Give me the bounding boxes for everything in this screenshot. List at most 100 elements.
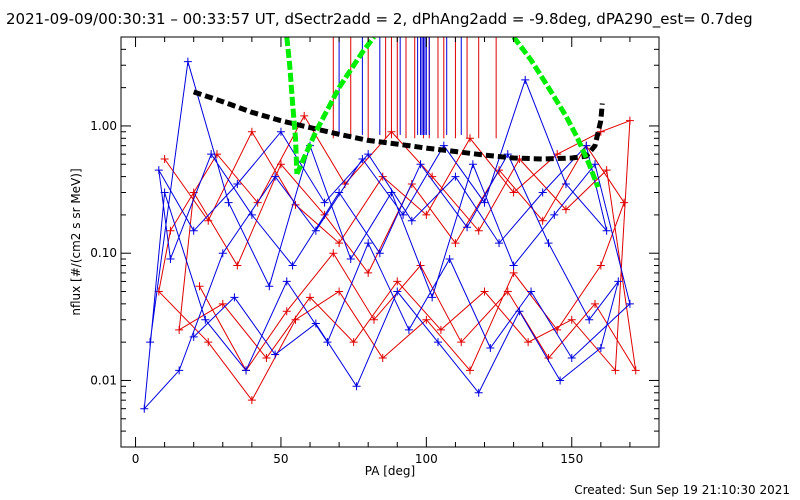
- red-plus-marker: [422, 315, 431, 324]
- blue-plus-marker: [271, 350, 280, 359]
- blue-plus-marker: [416, 160, 425, 169]
- blue-plus-marker: [544, 239, 553, 248]
- red-plus-marker: [457, 338, 466, 347]
- blue-plus-marker: [399, 210, 408, 219]
- blue-plus-marker: [495, 239, 504, 248]
- x-axis-label: PA [deg]: [365, 464, 415, 478]
- red-plus-marker: [451, 239, 460, 248]
- red-plus-marker: [247, 396, 256, 405]
- created-timestamp: Created: Sun Sep 19 21:10:30 2021: [574, 483, 790, 497]
- blue-plus-marker: [480, 198, 489, 207]
- red-plus-marker: [611, 366, 620, 375]
- green-fit-curve: [511, 37, 601, 189]
- blue-plus-marker: [596, 343, 605, 352]
- green-fit-curve: [294, 37, 376, 175]
- red-plus-marker: [166, 226, 175, 235]
- blue-plus-marker: [463, 223, 472, 232]
- red-plus-marker: [364, 268, 373, 277]
- blue-plus-marker: [486, 343, 495, 352]
- red-plus-marker: [218, 299, 227, 308]
- red-plus-marker: [509, 268, 518, 277]
- blue-plus-marker: [614, 277, 623, 286]
- y-axis-label: nflux [#/(cm2 s sr MeV)]: [69, 168, 83, 315]
- blue-plus-marker: [311, 319, 320, 328]
- blue-plus-marker: [509, 261, 518, 270]
- red-plus-marker: [561, 205, 570, 214]
- black-fit-curve: [192, 89, 605, 162]
- blue-plus-marker: [146, 338, 155, 347]
- red-plus-marker: [175, 325, 184, 334]
- x-tick-label: 50: [273, 452, 288, 466]
- red-plus-marker: [300, 111, 309, 120]
- blue-plus-marker: [602, 226, 611, 235]
- blue-plus-marker: [393, 287, 402, 296]
- blue-plus-marker: [230, 293, 239, 302]
- red-plus-marker: [422, 210, 431, 219]
- blue-plus-marker: [445, 255, 454, 264]
- red-plus-marker: [524, 338, 533, 347]
- blue-plus-marker: [561, 179, 570, 188]
- blue-plus-marker: [428, 293, 437, 302]
- red-plus-marker: [306, 293, 315, 302]
- blue-plus-marker: [265, 282, 274, 291]
- red-plus-marker: [596, 127, 605, 136]
- red-plus-marker: [602, 166, 611, 175]
- blue-plus-marker: [160, 188, 169, 197]
- blue-plus-marker: [591, 160, 600, 169]
- chart-title: 2021-09-09/00:30:31 – 00:33:57 UT, dSect…: [6, 10, 753, 29]
- blue-plus-marker: [140, 404, 149, 413]
- red-plus-marker: [233, 261, 242, 270]
- red-plus-marker: [538, 216, 547, 225]
- blue-plus-marker: [183, 57, 192, 66]
- blue-plus-marker: [224, 198, 233, 207]
- y-tick-label: 1.00: [90, 119, 117, 133]
- blue-plus-marker: [189, 226, 198, 235]
- plot-frame: [120, 36, 660, 448]
- blue-plus-marker: [352, 382, 361, 391]
- blue-plus-marker: [201, 315, 210, 324]
- blue-series-line: [143, 61, 631, 411]
- red-plus-marker: [567, 315, 576, 324]
- blue-plus-marker: [556, 376, 565, 385]
- blue-plus-marker: [474, 388, 483, 397]
- red-plus-marker: [291, 315, 300, 324]
- blue-plus-marker: [582, 141, 591, 150]
- red-plus-marker: [393, 277, 402, 286]
- blue-plus-marker: [311, 226, 320, 235]
- red-plus-marker: [195, 282, 204, 291]
- red-plus-marker: [596, 261, 605, 270]
- red-plus-marker: [465, 134, 474, 143]
- red-plus-marker: [276, 160, 285, 169]
- red-plus-marker: [387, 127, 396, 136]
- red-plus-marker: [465, 366, 474, 375]
- blue-plus-marker: [404, 325, 413, 334]
- blue-plus-marker: [521, 75, 530, 84]
- blue-plus-marker: [515, 307, 524, 316]
- blue-plus-marker: [276, 127, 285, 136]
- blue-plus-marker: [585, 315, 594, 324]
- blue-plus-marker: [323, 338, 332, 347]
- red-plus-marker: [204, 338, 213, 347]
- blue-plus-marker: [242, 366, 251, 375]
- y-tick-label: 0.10: [90, 246, 117, 260]
- blue-plus-marker: [567, 354, 576, 363]
- blue-plus-marker: [407, 216, 416, 225]
- blue-plus-marker: [364, 150, 373, 159]
- blue-plus-marker: [433, 338, 442, 347]
- blue-plus-marker: [233, 179, 242, 188]
- axes-layer: 0 50 100 150 0.01 0.10 1.00: [90, 36, 659, 466]
- blue-plus-marker: [154, 166, 163, 175]
- blue-plus-marker: [282, 277, 291, 286]
- red-plus-marker: [282, 307, 291, 316]
- x-tick-label: 150: [560, 452, 583, 466]
- red-plus-marker: [204, 216, 213, 225]
- blue-plus-marker: [451, 172, 460, 181]
- red-plus-marker: [247, 127, 256, 136]
- red-plus-marker: [503, 287, 512, 296]
- green-fit-curve: [284, 37, 300, 174]
- red-plus-marker: [370, 315, 379, 324]
- red-plus-marker: [509, 188, 518, 197]
- blue-plus-marker: [271, 172, 280, 181]
- blue-plus-marker: [550, 210, 559, 219]
- blue-plus-marker: [288, 261, 297, 270]
